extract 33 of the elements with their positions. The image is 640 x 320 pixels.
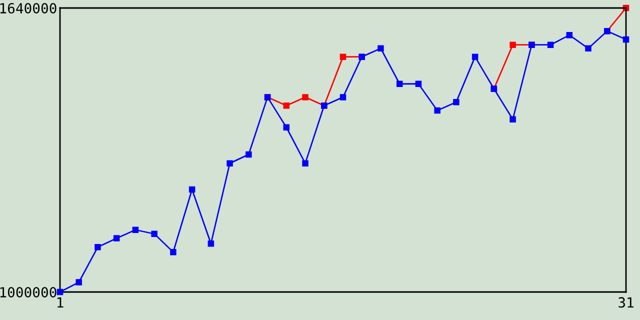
point <box>302 94 308 100</box>
point <box>547 42 554 48</box>
point <box>76 279 82 286</box>
point <box>113 235 120 242</box>
point <box>94 244 101 250</box>
point <box>302 160 308 166</box>
point <box>283 124 290 130</box>
point <box>56 288 64 296</box>
point <box>283 102 290 109</box>
point <box>434 107 440 114</box>
point <box>132 226 139 233</box>
point <box>170 248 176 256</box>
point <box>415 80 422 88</box>
point <box>472 54 478 60</box>
point <box>510 116 516 123</box>
point <box>340 94 346 100</box>
point <box>566 32 573 38</box>
point <box>226 160 233 166</box>
point <box>246 151 252 158</box>
x-tick-label: 1 <box>57 297 64 308</box>
y-tick-label: 1640000 <box>0 3 56 14</box>
point <box>396 80 403 88</box>
point <box>151 230 158 237</box>
point <box>453 98 460 106</box>
point <box>585 45 592 52</box>
x-tick-label: 31 <box>618 297 634 308</box>
point <box>340 54 346 60</box>
y-tick-label: 1000000 <box>0 287 56 298</box>
point <box>510 42 516 48</box>
point <box>622 36 630 43</box>
point <box>378 45 384 52</box>
point <box>188 186 196 193</box>
point <box>208 240 214 247</box>
